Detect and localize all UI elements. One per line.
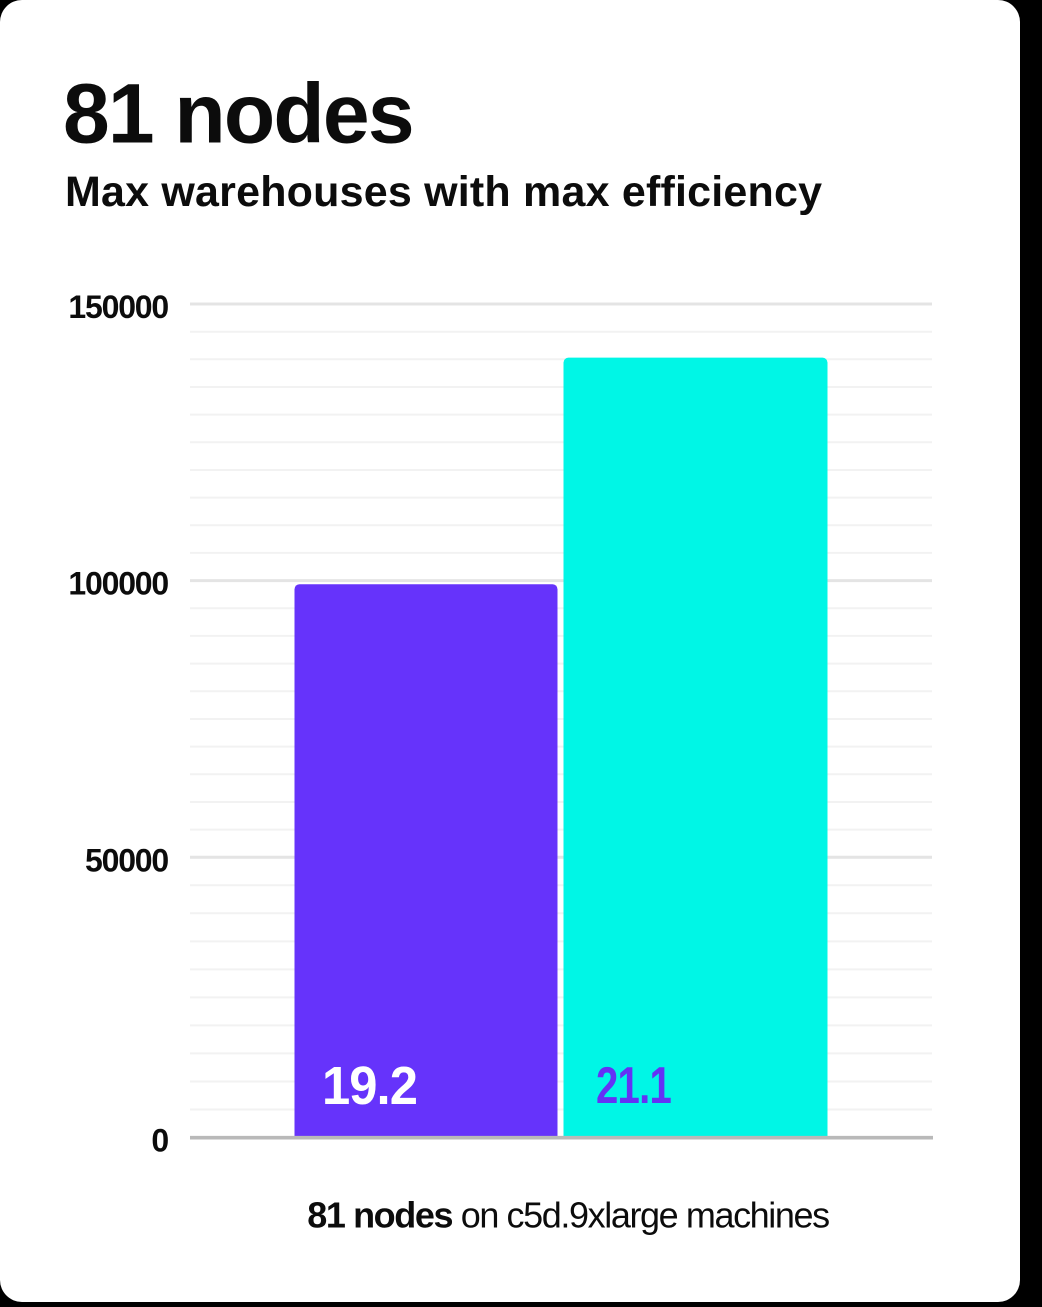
svg-text:21.1: 21.1 [596, 1057, 671, 1115]
svg-text:19.2: 19.2 [322, 1056, 417, 1116]
svg-text:81 nodes on c5d.9xlarge machin: 81 nodes on c5d.9xlarge machines [307, 1194, 829, 1235]
svg-text:100000: 100000 [68, 566, 168, 602]
svg-text:81 nodes: 81 nodes [63, 67, 413, 161]
svg-text:0: 0 [151, 1123, 168, 1159]
svg-text:Max warehouses with max effici: Max warehouses with max efficiency [65, 168, 822, 216]
svg-text:150000: 150000 [68, 289, 168, 325]
svg-text:50000: 50000 [85, 842, 168, 878]
